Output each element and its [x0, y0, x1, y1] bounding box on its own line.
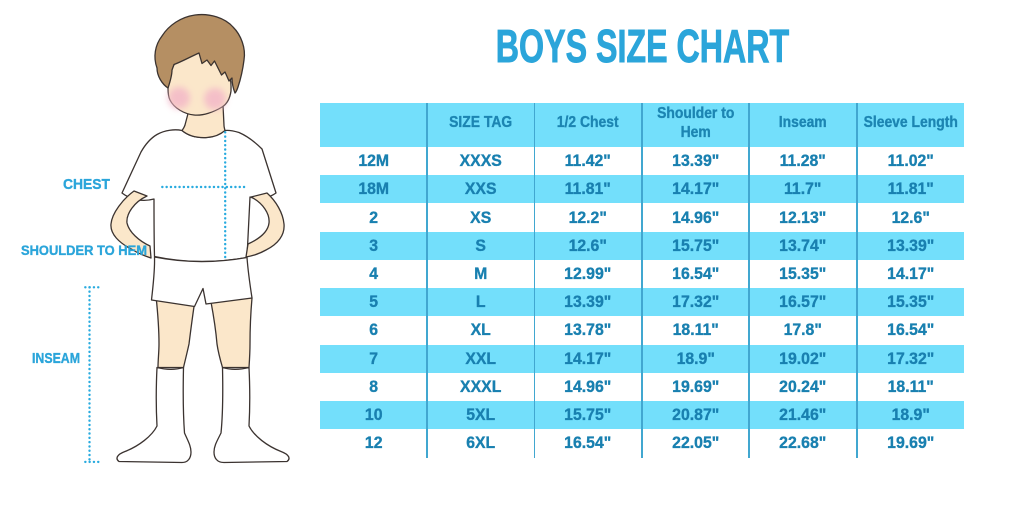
- svg-text:INSEAM: INSEAM: [32, 351, 80, 367]
- svg-text:SHOULDER TO HEM: SHOULDER TO HEM: [21, 242, 147, 258]
- svg-text:CHEST: CHEST: [63, 177, 110, 193]
